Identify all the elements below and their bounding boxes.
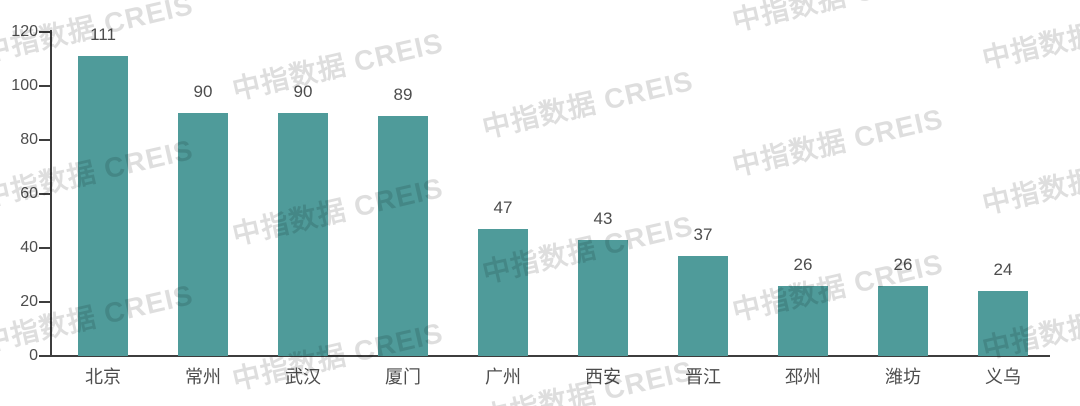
watermark-text: 中指数据 CREIS [479, 64, 697, 144]
y-axis-tick-label: 0 [29, 347, 38, 364]
watermark-text: 中指数据 CREIS [979, 141, 1080, 220]
y-axis-tick [39, 193, 51, 195]
watermark-text: 中指数据 CREIS [729, 0, 946, 37]
bar [678, 256, 728, 356]
x-axis-label: 潍坊 [885, 367, 921, 387]
bar-value-label: 111 [90, 25, 116, 44]
bar [178, 113, 228, 356]
bar-value-label: 90 [193, 82, 213, 101]
bar [278, 113, 328, 356]
bar-value-label: 47 [493, 198, 513, 217]
bar [578, 240, 628, 356]
x-axis-label: 广州 [485, 367, 521, 387]
watermark-text: 中指数据 CREIS [729, 102, 947, 182]
bar-value-label: 43 [593, 209, 613, 228]
x-axis-label: 常州 [185, 367, 221, 387]
y-axis-tick [39, 85, 51, 87]
bar [78, 56, 128, 356]
x-axis-label: 厦门 [385, 367, 421, 387]
x-axis-label: 义乌 [985, 367, 1021, 387]
bar [478, 229, 528, 356]
y-axis-tick [39, 301, 51, 303]
x-axis-label: 武汉 [285, 367, 321, 387]
x-axis-label: 晋江 [685, 367, 721, 387]
bar-value-label: 26 [893, 255, 913, 274]
y-axis-tick-label: 80 [20, 131, 38, 148]
y-axis-tick-label: 40 [20, 239, 38, 256]
bar-value-label: 90 [293, 82, 313, 101]
x-axis-line [50, 355, 1050, 357]
bar-value-label: 37 [693, 225, 713, 244]
bar [378, 116, 428, 356]
y-axis-tick [39, 139, 51, 141]
y-axis-tick [39, 247, 51, 249]
bar [878, 286, 928, 356]
x-axis-label: 邳州 [785, 367, 821, 387]
y-axis-tick-label: 100 [11, 77, 38, 94]
x-axis-label: 西安 [585, 367, 621, 387]
watermark-text: 中指数据 CREIS [979, 0, 1080, 75]
y-axis-tick-label: 60 [20, 185, 38, 202]
bar-value-label: 26 [793, 255, 813, 274]
bar-value-label: 24 [993, 260, 1013, 279]
bar-value-label: 89 [393, 85, 413, 104]
bar [978, 291, 1028, 356]
y-axis-line [50, 30, 52, 357]
y-axis-tick-label: 120 [11, 23, 38, 40]
y-axis-tick [39, 31, 51, 33]
y-axis-tick-label: 20 [20, 293, 38, 310]
x-axis-label: 北京 [85, 367, 121, 387]
bar [778, 286, 828, 356]
y-axis-tick [39, 355, 51, 357]
